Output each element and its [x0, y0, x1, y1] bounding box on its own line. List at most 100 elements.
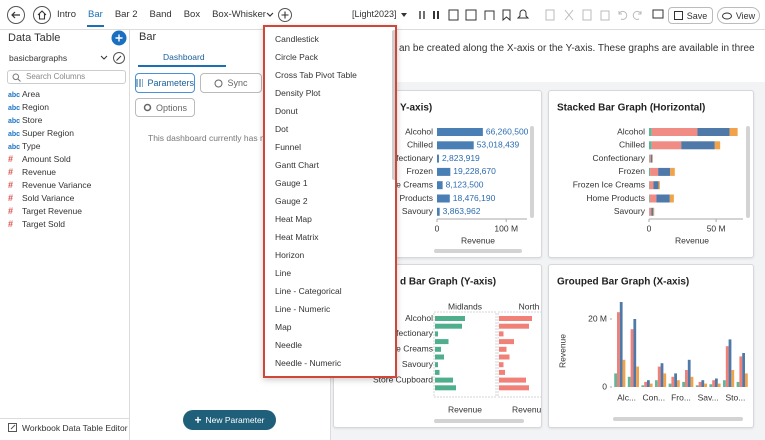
chart-icon[interactable] — [485, 11, 494, 20]
bar — [669, 384, 672, 387]
data-table-panel: Data Table basicbargraphs Search Columns… — [0, 30, 130, 440]
column-item[interactable]: #Target Sold — [8, 218, 65, 230]
menu-item[interactable]: Candlestick — [275, 32, 319, 46]
search-box[interactable]: Search Columns — [7, 70, 126, 84]
add-data-table[interactable] — [110, 30, 128, 48]
column-item[interactable]: #Target Revenue — [8, 205, 82, 217]
bar-segment — [650, 195, 657, 203]
bar-segment — [730, 128, 738, 136]
menu-item[interactable]: Horizon — [275, 248, 304, 262]
column-type-icon: # — [8, 179, 22, 191]
tab[interactable]: Bar 2 — [114, 0, 139, 30]
delete-icon[interactable] — [601, 11, 609, 20]
theme-name[interactable]: [Light2023] — [352, 9, 397, 19]
data-source[interactable]: basicbargraphs — [9, 53, 67, 63]
y-tick-label: 0 — [602, 381, 607, 391]
paste-icon[interactable] — [583, 10, 591, 20]
copy-icon[interactable] — [546, 10, 554, 20]
menu-item[interactable]: Funnel — [275, 140, 301, 154]
pdf-icon[interactable] — [449, 10, 458, 20]
value-label: 53,018,439 — [477, 140, 520, 150]
dashboard-tab[interactable]: Dashboard — [163, 52, 205, 62]
x-axis-title: Revenue — [461, 235, 495, 245]
options-button[interactable]: Options — [135, 98, 195, 117]
bar — [709, 384, 712, 387]
view-button[interactable]: View — [717, 7, 760, 24]
column-item[interactable]: #Revenue — [8, 166, 56, 178]
undo-icon[interactable] — [619, 11, 627, 19]
tab[interactable]: Box-Whisker — [211, 0, 267, 30]
menu-item[interactable]: Donut — [275, 104, 298, 118]
comment-icon[interactable] — [653, 10, 663, 18]
bell-icon[interactable] — [518, 10, 528, 18]
column-item[interactable]: #Sold Variance — [8, 192, 74, 204]
menu-item[interactable]: Map — [275, 320, 292, 334]
sync-button[interactable]: Sync — [200, 73, 262, 93]
cut-icon[interactable] — [565, 10, 573, 20]
bookmark-icon[interactable] — [503, 10, 510, 20]
bar — [437, 141, 474, 149]
redo-icon[interactable] — [633, 11, 641, 19]
category-label: Chilled — [619, 140, 645, 150]
menu-item[interactable]: Line - Categorical — [275, 284, 342, 298]
menu-item[interactable]: Cross Tab Pivot Table — [275, 68, 357, 82]
menu-item[interactable]: Heat Map — [275, 212, 312, 226]
theme-dropdown[interactable] — [401, 13, 407, 17]
card-title: Stacked Bar Graph (Horizontal) — [557, 103, 705, 114]
menu-item[interactable]: Gauge 1 — [275, 176, 308, 190]
tab[interactable]: Box — [183, 0, 201, 30]
bar — [701, 380, 704, 387]
bar — [437, 195, 450, 203]
tab[interactable]: Intro — [56, 0, 77, 30]
column-item[interactable]: abcType — [8, 140, 40, 152]
bar — [499, 385, 529, 390]
menu-item[interactable]: Needle — [275, 338, 302, 352]
menu-item[interactable]: Gauge 2 — [275, 194, 308, 208]
parameters-button[interactable]: Parameters — [135, 73, 195, 93]
footer-divider — [0, 418, 129, 419]
bar — [655, 380, 658, 387]
category-label: Chilled — [407, 140, 433, 150]
view-label: View — [736, 11, 755, 21]
source-controls[interactable] — [100, 51, 130, 65]
facet-header: Midlands — [448, 301, 482, 311]
chart-type-menu: Candlestick Circle Pack Cross Tab Pivot Ta… — [263, 25, 397, 378]
menu-item[interactable]: Line — [275, 266, 291, 280]
chart: Grouped Bar Graph (X-axis)020 MRevenueAl… — [549, 265, 753, 427]
value-label: 8,123,500 — [446, 179, 484, 189]
home-button[interactable] — [34, 7, 51, 24]
menu-item[interactable]: Circle Pack — [275, 50, 318, 64]
menu-scrollbar[interactable] — [392, 30, 396, 180]
search-placeholder: Search Columns — [26, 72, 85, 81]
menu-item[interactable]: Heat Matrix — [275, 230, 318, 244]
tab[interactable]: Bar — [87, 0, 104, 30]
column-item[interactable]: abcSuper Region — [8, 127, 74, 139]
column-item[interactable]: abcStore — [8, 114, 42, 126]
tabs-more[interactable] — [267, 13, 273, 16]
bar-segment — [681, 141, 715, 149]
column-item[interactable]: abcRegion — [8, 101, 49, 113]
column-name: Super Region — [22, 128, 74, 138]
menu-item[interactable]: Dot — [275, 122, 288, 136]
menu-item[interactable]: Line - Numeric — [275, 302, 330, 316]
column-item[interactable]: #Revenue Variance — [8, 179, 91, 191]
menu-item[interactable]: Needle - Numeric — [275, 356, 341, 370]
y-tick-label: 20 M — [588, 313, 607, 323]
new-parameter-button[interactable]: + New Parameter — [183, 410, 276, 430]
chart-card: Stacked Bar Graph (Horizontal)AlcoholChi… — [548, 90, 754, 258]
menu-item[interactable]: Density Plot — [275, 86, 320, 100]
column-item[interactable]: abcArea — [8, 88, 40, 100]
column-item[interactable]: #Amount Sold — [8, 153, 71, 165]
column-type-icon: # — [8, 218, 22, 230]
tab[interactable]: Band — [149, 0, 173, 30]
bar — [644, 382, 647, 387]
bar — [682, 382, 685, 387]
redo-icon[interactable] — [420, 11, 424, 19]
save-button[interactable]: Save — [668, 7, 713, 24]
options-label: Options — [156, 103, 187, 113]
pause-icon[interactable] — [433, 11, 435, 19]
grid-icon[interactable] — [466, 10, 476, 20]
menu-item[interactable]: Gantt Chart — [275, 158, 319, 172]
data-table-editor[interactable]: Workbook Data Table Editor — [22, 423, 128, 433]
bar-segment — [651, 208, 653, 216]
